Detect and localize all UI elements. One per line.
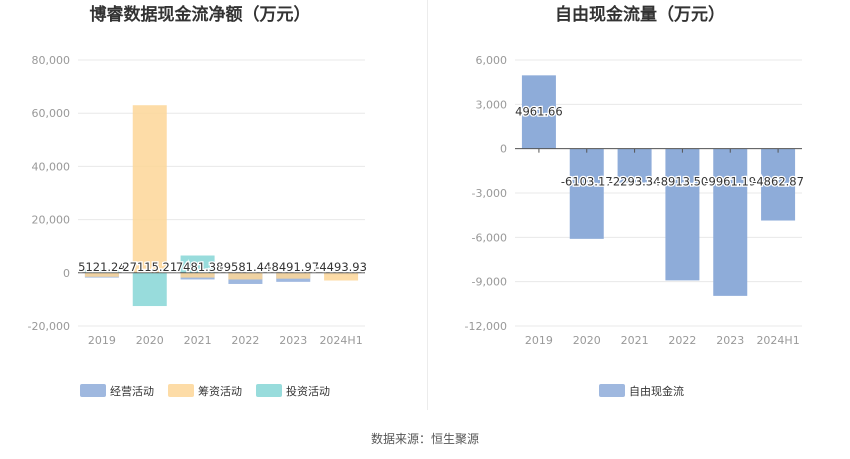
legend-label: 筹资活动 bbox=[198, 384, 242, 398]
x-tick-label: 2024H1 bbox=[319, 334, 362, 347]
data-label: -9961.19 bbox=[704, 175, 756, 189]
data-label: -9581.44 bbox=[220, 260, 272, 274]
bar bbox=[761, 148, 796, 221]
data-label: 27115.21 bbox=[122, 260, 177, 274]
data-label: -4862.87 bbox=[752, 175, 804, 189]
y-tick-label: 40,000 bbox=[32, 160, 71, 173]
data-label: 4961.66 bbox=[515, 104, 563, 118]
net-cash-flow-chart: 博睿数据现金流净额（万元） 80,000 60,000 40,000 20,000 0 -2… bbox=[28, 4, 369, 398]
y-tick-label: -9,000 bbox=[472, 276, 507, 289]
x-tick-label: 2021 bbox=[621, 334, 649, 347]
x-tick-label: 2019 bbox=[525, 334, 553, 347]
data-label: 5121.24 bbox=[78, 260, 126, 274]
bar bbox=[132, 272, 167, 307]
legend-swatch bbox=[168, 384, 194, 397]
bar bbox=[228, 272, 263, 280]
data-label: -2293.34 bbox=[609, 175, 661, 189]
y-tick-label: -12,000 bbox=[465, 320, 507, 333]
y-tick-label: -6,000 bbox=[472, 231, 507, 244]
bar bbox=[324, 272, 359, 281]
data-label: -7481.38 bbox=[172, 260, 224, 274]
data-label: -8913.50 bbox=[657, 175, 709, 189]
data-source-note: 数据来源：恒生聚源 bbox=[370, 432, 479, 446]
legend-swatch bbox=[80, 384, 106, 397]
chart-title: 自由现金流量（万元） bbox=[555, 4, 725, 25]
y-tick-label: 6,000 bbox=[476, 54, 508, 67]
x-tick-label: 2022 bbox=[231, 334, 259, 347]
bar bbox=[713, 148, 748, 296]
y-tick-label: 3,000 bbox=[476, 98, 508, 111]
y-tick-label: 80,000 bbox=[32, 54, 71, 67]
legend-swatch bbox=[256, 384, 282, 397]
bar bbox=[521, 75, 556, 149]
bar bbox=[276, 272, 311, 279]
data-label: -6103.17 bbox=[561, 175, 613, 189]
y-tick-label: 20,000 bbox=[32, 214, 71, 227]
y-tick-label: -3,000 bbox=[472, 187, 507, 200]
x-tick-label: 2021 bbox=[184, 334, 212, 347]
bar bbox=[617, 148, 652, 183]
bar bbox=[180, 255, 215, 273]
chart-title: 博睿数据现金流净额（万元） bbox=[90, 4, 311, 25]
legend-label: 经营活动 bbox=[110, 384, 154, 398]
y-tick-label: 0 bbox=[63, 267, 70, 280]
bar bbox=[665, 148, 700, 281]
bar bbox=[84, 272, 119, 277]
bar bbox=[180, 272, 215, 278]
x-tick-label: 2020 bbox=[573, 334, 601, 347]
x-tick-label: 2024H1 bbox=[756, 334, 799, 347]
panel-divider bbox=[427, 0, 428, 410]
x-tick-label: 2020 bbox=[136, 334, 164, 347]
legend-label: 投资活动 bbox=[286, 384, 330, 398]
bar bbox=[132, 105, 167, 273]
bar bbox=[84, 268, 119, 273]
y-tick-label: 0 bbox=[500, 143, 507, 156]
bar bbox=[569, 148, 604, 239]
legend-label: 自由现金流 bbox=[629, 384, 684, 398]
x-tick-label: 2022 bbox=[668, 334, 696, 347]
y-tick-label: 60,000 bbox=[32, 107, 71, 120]
x-tick-label: 2023 bbox=[716, 334, 744, 347]
x-tick-label: 2023 bbox=[279, 334, 307, 347]
free-cash-flow-chart: 自由现金流量（万元） 6,000 3,000 0 -3,000 -6,000 -9,000 -… bbox=[465, 4, 806, 398]
data-label: -8491.97 bbox=[267, 260, 319, 274]
y-tick-label: -20,000 bbox=[28, 320, 70, 333]
legend-swatch bbox=[599, 384, 625, 397]
data-label: -4493.93 bbox=[315, 260, 367, 274]
x-tick-label: 2019 bbox=[88, 334, 116, 347]
